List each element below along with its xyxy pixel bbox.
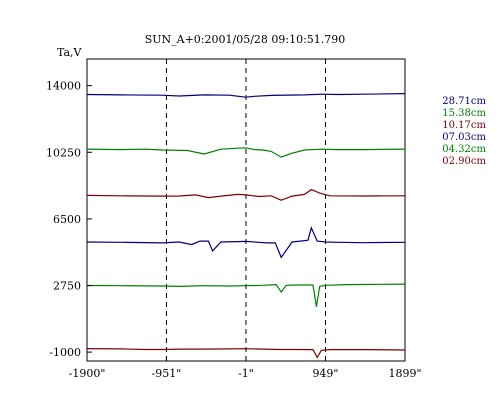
series-line-0 (86, 93, 406, 98)
x-ticks: -1900" -951" -1" 949" 1899" (69, 356, 422, 380)
x-tick-label-2: -1" (238, 367, 254, 380)
x-tick-label-4: 1899" (388, 367, 421, 380)
x-tick-label-3: 949" (312, 367, 338, 380)
series-line-4 (86, 283, 406, 307)
y-axis-label: Ta,V (57, 46, 83, 59)
legend-entry-5: 02.90cm (442, 156, 486, 167)
y-tick-label-0: 14000 (46, 80, 81, 93)
series-line-3 (86, 226, 406, 259)
series-layer (86, 93, 406, 359)
legend: 28.71cm15.38cm10.17cm07.03cm04.32cm02.90… (442, 96, 486, 167)
y-tick-label-2: 6500 (53, 213, 81, 226)
legend-entry-3: 07.03cm (442, 132, 486, 143)
chart-title: SUN_A+0:2001/05/28 09:10:51.790 (145, 33, 346, 46)
y-tick-label-1: 10250 (46, 146, 81, 159)
dashed-guides (165, 59, 326, 361)
legend-entry-1: 15.38cm (442, 108, 486, 119)
series-line-5 (86, 348, 406, 359)
series-line-2 (86, 188, 406, 201)
legend-entry-0: 28.71cm (442, 96, 486, 107)
legend-entry-2: 10.17cm (442, 120, 486, 131)
y-ticks: 14000 10250 6500 2750 -1000 (46, 80, 92, 359)
x-tick-label-1: -951" (152, 367, 182, 380)
y-tick-label-4: -1000 (49, 346, 81, 359)
y-tick-label-3: 2750 (53, 280, 81, 293)
x-tick-label-0: -1900" (69, 367, 106, 380)
legend-entry-4: 04.32cm (442, 144, 486, 155)
series-line-1 (86, 147, 406, 158)
